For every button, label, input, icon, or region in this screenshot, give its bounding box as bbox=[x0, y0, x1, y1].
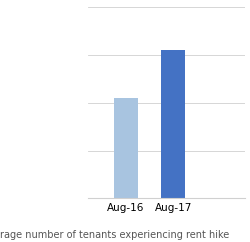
Bar bbox=[114, 98, 138, 198]
Text: rage number of tenants experiencing rent hike: rage number of tenants experiencing rent… bbox=[0, 230, 229, 240]
Bar bbox=[162, 50, 185, 198]
